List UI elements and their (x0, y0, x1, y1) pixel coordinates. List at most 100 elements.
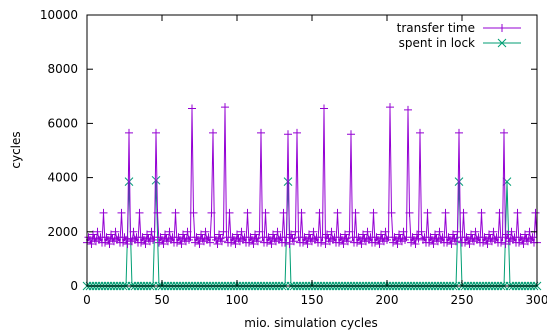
data-point (197, 230, 205, 239)
data-point (141, 239, 150, 248)
data-point (431, 230, 439, 239)
data-point (317, 238, 325, 247)
data-point (341, 230, 349, 239)
series-line (86, 107, 538, 246)
data-point (428, 235, 436, 244)
data-point (285, 239, 294, 248)
data-point (213, 239, 222, 248)
x-tick-label: 300 (526, 293, 547, 307)
x-tick-label: 0 (83, 293, 91, 307)
data-point (158, 235, 166, 244)
data-point (171, 208, 180, 217)
data-point (452, 237, 460, 246)
data-point (377, 230, 385, 239)
data-point (195, 239, 204, 248)
x-tick-label: 50 (154, 293, 169, 307)
data-point (209, 128, 217, 137)
data-point (338, 235, 346, 244)
data-point (441, 208, 450, 217)
data-point (225, 208, 234, 217)
data-point (273, 227, 282, 236)
data-point (503, 230, 511, 239)
data-point (464, 235, 472, 244)
data-point (381, 227, 390, 236)
axes-layer: 0 2000 4000 6000 8000 10000 0 50 100 150 200 250 300 (40, 8, 547, 307)
y-tick-label: 10000 (40, 8, 78, 22)
series-layer (82, 103, 542, 291)
data-point (237, 227, 246, 236)
data-point (99, 208, 108, 217)
data-point (399, 227, 408, 236)
data-point (179, 230, 187, 239)
data-point (531, 208, 540, 217)
data-point (143, 230, 151, 239)
data-point (290, 237, 298, 246)
data-point (482, 235, 490, 244)
data-point (281, 238, 289, 247)
data-point (521, 230, 529, 239)
data-point (151, 175, 161, 185)
data-point (284, 130, 292, 139)
data-point (518, 235, 526, 244)
data-point (104, 235, 112, 244)
x-tick-label: 100 (226, 293, 249, 307)
data-point (387, 208, 396, 217)
data-point (125, 128, 133, 137)
data-point (528, 233, 537, 242)
data-point (309, 227, 318, 236)
data-point (501, 239, 510, 248)
data-point (416, 128, 424, 137)
data-point (395, 230, 403, 239)
data-point (423, 208, 432, 217)
data-point (339, 239, 348, 248)
data-point (507, 227, 516, 236)
data-point (495, 208, 504, 217)
data-point (243, 208, 252, 217)
data-point (107, 230, 115, 239)
data-point (297, 208, 306, 217)
data-point (123, 239, 132, 248)
data-point (344, 237, 352, 246)
data-point (410, 235, 418, 244)
data-point (303, 239, 312, 248)
data-point (369, 208, 378, 217)
data-point (282, 233, 291, 242)
data-point (375, 239, 384, 248)
data-point (207, 208, 216, 217)
data-point (513, 208, 522, 217)
data-point (267, 239, 276, 248)
data-point (233, 230, 241, 239)
data-point (135, 208, 144, 217)
data-point (176, 235, 184, 244)
data-point (257, 128, 265, 137)
data-point (405, 208, 414, 217)
data-point (249, 239, 258, 248)
data-point (183, 227, 192, 236)
y-tick-label: 2000 (47, 225, 78, 239)
data-point (453, 227, 462, 236)
data-point (266, 235, 274, 244)
data-point (279, 208, 288, 217)
data-point (455, 128, 463, 137)
data-point (417, 227, 426, 236)
data-point (413, 230, 421, 239)
data-point (287, 230, 295, 239)
data-point (147, 227, 156, 236)
data-point (345, 227, 354, 236)
data-point (393, 239, 402, 248)
data-point (489, 227, 498, 236)
data-point (500, 128, 508, 137)
data-point (454, 177, 464, 187)
data-point (251, 230, 259, 239)
data-point (363, 227, 372, 236)
data-point (392, 235, 400, 244)
data-point (356, 235, 364, 244)
data-point (498, 233, 507, 242)
data-point (152, 128, 160, 137)
data-point (87, 239, 96, 248)
legend-label: spent in lock (399, 36, 475, 50)
y-tick-label: 0 (70, 279, 78, 293)
data-point (302, 235, 310, 244)
data-point (177, 239, 186, 248)
data-point (111, 227, 120, 236)
